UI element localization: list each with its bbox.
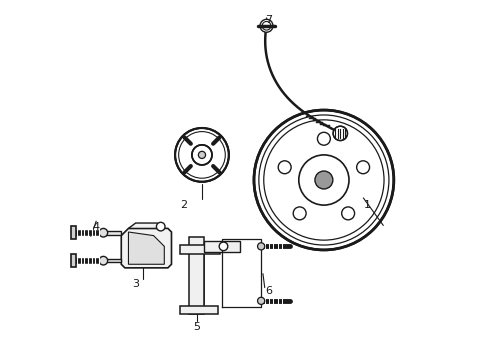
- Circle shape: [258, 243, 265, 250]
- Circle shape: [293, 207, 306, 220]
- Circle shape: [254, 110, 394, 250]
- Circle shape: [315, 171, 333, 189]
- Circle shape: [99, 256, 108, 265]
- Circle shape: [219, 242, 228, 251]
- Polygon shape: [71, 226, 76, 239]
- Text: 2: 2: [180, 200, 188, 210]
- Polygon shape: [189, 237, 204, 315]
- Polygon shape: [71, 254, 76, 267]
- Circle shape: [192, 145, 212, 165]
- Circle shape: [175, 128, 229, 182]
- Text: 4: 4: [93, 222, 100, 231]
- Circle shape: [198, 151, 205, 158]
- Circle shape: [258, 297, 265, 305]
- Circle shape: [333, 126, 347, 140]
- Circle shape: [318, 132, 330, 145]
- Circle shape: [357, 161, 369, 174]
- Text: 3: 3: [132, 279, 139, 289]
- Polygon shape: [128, 232, 164, 264]
- Circle shape: [342, 207, 355, 220]
- Text: 7: 7: [265, 15, 272, 26]
- Circle shape: [278, 161, 291, 174]
- Polygon shape: [180, 244, 220, 253]
- Circle shape: [260, 19, 273, 32]
- Polygon shape: [103, 231, 122, 234]
- Polygon shape: [189, 246, 204, 304]
- Circle shape: [99, 228, 108, 237]
- Polygon shape: [204, 241, 240, 252]
- Text: 1: 1: [364, 200, 370, 210]
- Text: 5: 5: [193, 322, 200, 332]
- Polygon shape: [103, 259, 122, 262]
- Circle shape: [156, 222, 165, 231]
- Polygon shape: [122, 228, 172, 268]
- Text: 6: 6: [265, 286, 272, 296]
- Polygon shape: [180, 306, 218, 315]
- Polygon shape: [128, 223, 164, 228]
